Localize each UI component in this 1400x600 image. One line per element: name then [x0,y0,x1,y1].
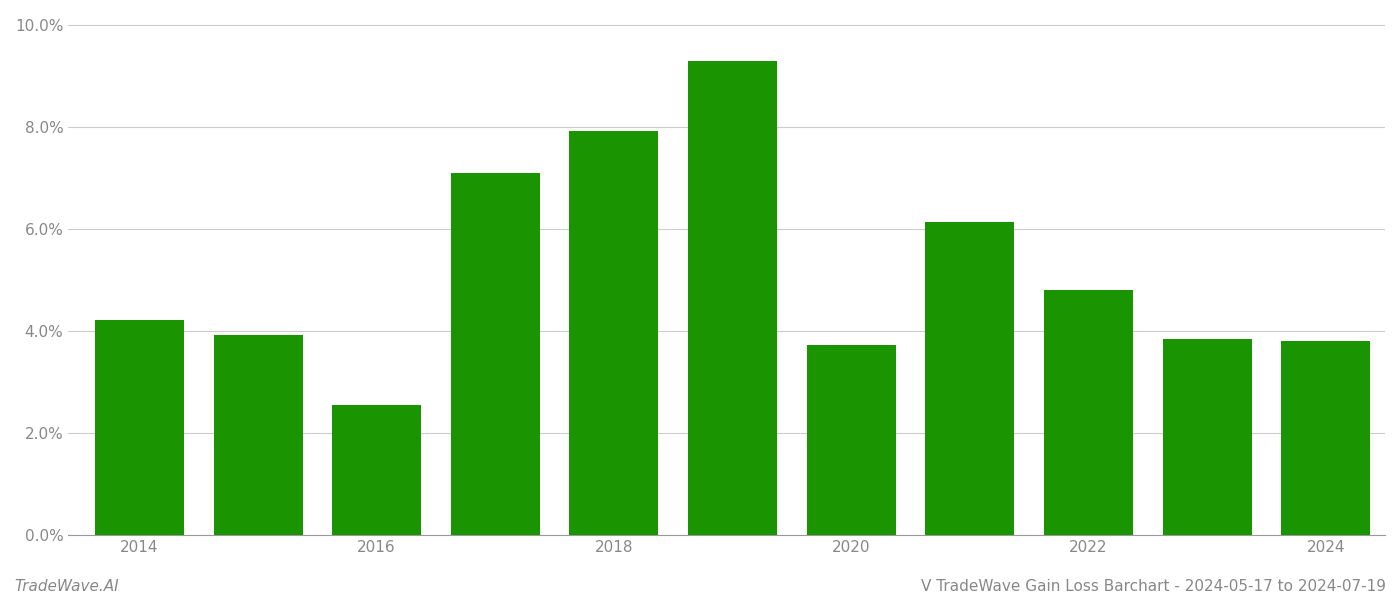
Bar [1162,339,1252,535]
Bar [95,320,183,535]
Bar [570,131,658,535]
Bar [1281,341,1371,535]
Bar [925,221,1014,535]
Bar [332,405,421,535]
Bar [214,335,302,535]
Bar [687,61,777,535]
Bar [1044,290,1133,535]
Bar [806,346,896,535]
Bar [451,173,540,535]
Text: TradeWave.AI: TradeWave.AI [14,579,119,594]
Text: V TradeWave Gain Loss Barchart - 2024-05-17 to 2024-07-19: V TradeWave Gain Loss Barchart - 2024-05… [921,579,1386,594]
